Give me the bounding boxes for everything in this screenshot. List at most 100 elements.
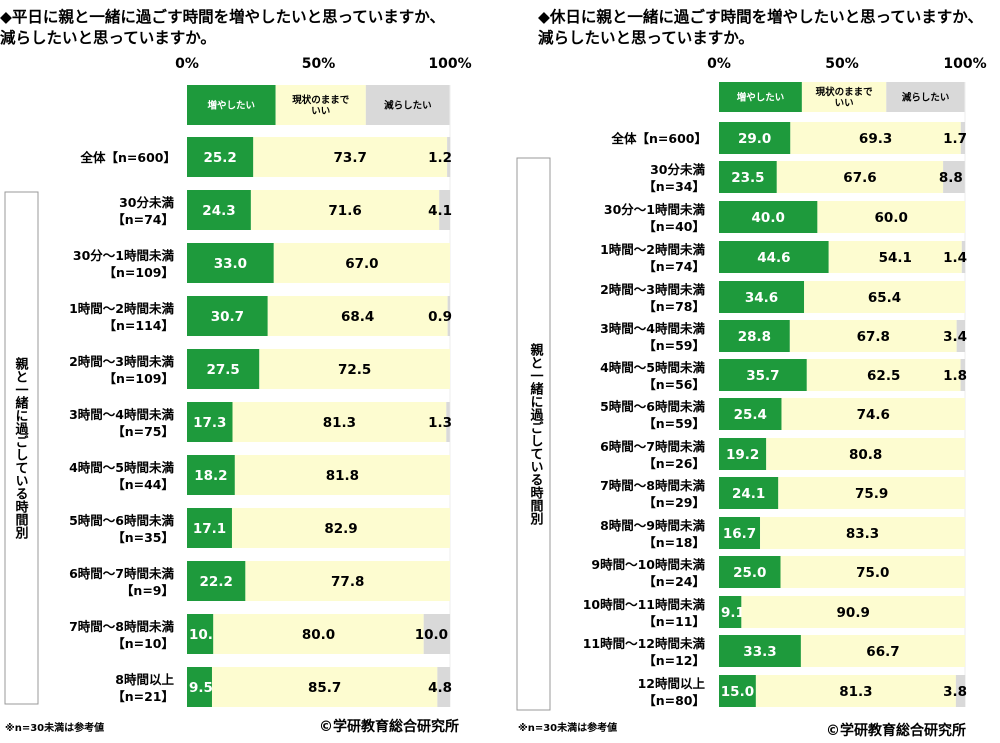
bar-segment — [211, 667, 438, 707]
data-label: 75.0 — [856, 565, 889, 581]
bar-segment — [273, 243, 450, 283]
bar-segment — [828, 241, 962, 273]
category-label: 1時間～2時間未満 — [600, 242, 705, 257]
bar-segment — [817, 201, 965, 233]
bar-segment — [187, 296, 268, 336]
bar-segment — [187, 508, 232, 548]
data-label: 9.1 — [721, 605, 745, 621]
bar-segment — [719, 556, 781, 588]
data-label: 4.8 — [428, 680, 452, 696]
category-label: 12時間以上 — [638, 676, 706, 691]
data-label: 40.0 — [752, 210, 785, 226]
data-label: 71.6 — [328, 203, 361, 219]
data-label: 74.6 — [857, 407, 890, 423]
data-label: 9.5 — [189, 680, 213, 696]
bar-segment — [719, 438, 767, 470]
data-label: 34.6 — [745, 290, 778, 306]
category-label: 【n=74】 — [643, 259, 705, 274]
bar-segment — [187, 402, 233, 442]
footnote: ※n=30未満は参考値 — [518, 721, 617, 734]
category-label: 9時間～10時間未満 — [591, 557, 705, 572]
bar-segment — [961, 241, 966, 273]
data-label: 33.3 — [743, 644, 776, 660]
bar-segment — [232, 402, 447, 442]
data-label: 73.7 — [334, 150, 367, 166]
category-label: 【n=114】 — [104, 318, 174, 333]
data-label: 22.2 — [200, 574, 233, 590]
data-label: 65.4 — [868, 290, 901, 306]
category-label: 2時間～3時間未満 — [69, 354, 174, 369]
category-label: 5時間～6時間未満 — [69, 513, 174, 528]
group-label-box — [516, 157, 551, 711]
category-label: 【n=56】 — [643, 377, 705, 392]
bar-segment — [267, 296, 448, 336]
category-label: 【n=24】 — [643, 574, 705, 589]
category-label: 【n=74】 — [112, 212, 174, 227]
category-label: 5時間～6時間未満 — [600, 399, 705, 414]
category-label: 6時間～7時間未満 — [69, 566, 174, 581]
category-label: 全体【n=600】 — [611, 131, 707, 146]
bar-segment — [187, 243, 274, 283]
legend-label: 減らしたい — [384, 100, 432, 112]
bar-segment — [213, 614, 424, 654]
category-label: 2時間～3時間未満 — [600, 282, 705, 297]
bar-segment — [719, 675, 756, 707]
category-label: 【n=109】 — [104, 371, 174, 386]
bar-segment — [955, 675, 966, 707]
legend-label: 増やしたい — [208, 100, 256, 112]
category-label: 【n=109】 — [104, 265, 174, 280]
bar-segment — [778, 477, 965, 509]
chart-title-line: ◆平日に親と一緒に過ごす時間を増やしたいと思っていますか、 — [0, 7, 445, 26]
bar-segment — [187, 614, 214, 654]
data-label: 16.7 — [723, 526, 756, 542]
data-label: 17.1 — [193, 521, 226, 537]
axis-tick-label: 100% — [428, 56, 471, 72]
data-label: 60.0 — [875, 210, 908, 226]
bar-segment — [956, 320, 965, 352]
data-label: 23.5 — [731, 170, 764, 186]
bar-segment — [423, 614, 450, 654]
legend-label: いい — [835, 98, 854, 109]
copyright: ©学研教育総合研究所 — [826, 722, 966, 739]
bar-segment — [719, 161, 777, 193]
chart-title-line: 減らしたいと思っていますか。 — [538, 28, 754, 47]
data-label: 81.3 — [839, 684, 872, 700]
data-label: 83.3 — [846, 526, 879, 542]
category-label: 4時間～5時間未満 — [69, 460, 174, 475]
data-label: 24.1 — [732, 486, 765, 502]
category-label: 【n=78】 — [643, 299, 705, 314]
bar-segment — [789, 320, 957, 352]
bar-segment — [741, 596, 965, 628]
legend-swatch — [187, 85, 276, 125]
category-label: 【n=11】 — [643, 614, 705, 629]
category-label: 【n=10】 — [112, 636, 174, 651]
data-label: 30.7 — [211, 309, 244, 325]
axis-tick-label: 0% — [175, 56, 199, 72]
category-label: 10時間～11時間未満 — [583, 597, 706, 612]
data-label: 82.9 — [324, 521, 357, 537]
legend-swatch — [365, 85, 450, 125]
bar-segment — [250, 190, 440, 230]
bar-segment — [766, 438, 965, 470]
data-label: 67.6 — [843, 170, 876, 186]
bar-segment — [719, 359, 807, 391]
bar-segment — [187, 137, 254, 177]
category-label: 30分未満 — [119, 195, 174, 210]
bar-segment — [187, 455, 235, 495]
bar-segment — [781, 398, 965, 430]
bar-segment — [439, 190, 450, 230]
category-label: 30分未満 — [650, 162, 705, 177]
bar-segment — [719, 241, 829, 273]
data-label: 3.8 — [943, 684, 967, 700]
data-label: 1.4 — [943, 250, 967, 266]
legend-label: 増やしたい — [737, 92, 785, 104]
data-label: 17.3 — [193, 415, 226, 431]
data-label: 24.3 — [202, 203, 235, 219]
bar-segment — [804, 281, 965, 313]
group-label-box — [4, 191, 39, 705]
bar-segment — [719, 635, 801, 667]
data-label: 1.7 — [943, 131, 967, 147]
bar-segment — [800, 635, 965, 667]
